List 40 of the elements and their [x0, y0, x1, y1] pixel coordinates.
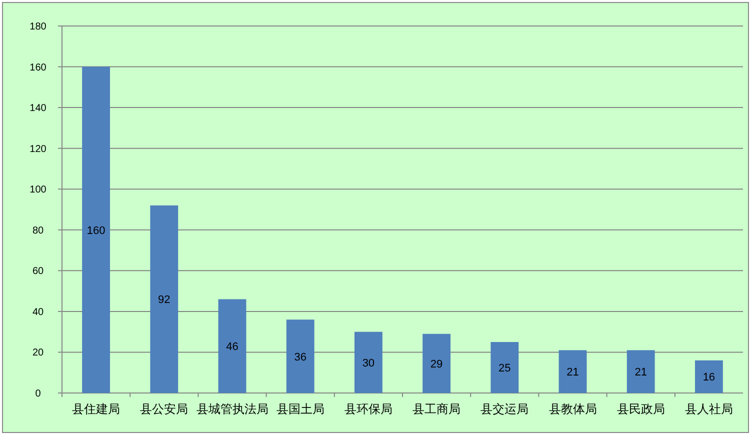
x-tick-label: 县住建局 [72, 402, 120, 416]
bar [694, 360, 723, 393]
bar [422, 334, 451, 393]
bar [558, 350, 587, 393]
bar [490, 342, 519, 393]
data-label: 160 [86, 224, 106, 237]
y-tick-label: 120 [30, 144, 47, 155]
data-label: 92 [158, 294, 170, 306]
bar [218, 299, 246, 393]
y-tick-label: 40 [32, 306, 44, 318]
y-tick-label: 100 [30, 184, 47, 196]
y-tick-label: 20 [32, 348, 44, 359]
x-tick-label: 县工商局 [412, 402, 461, 416]
data-label: 21 [566, 366, 579, 379]
data-label: 46 [226, 341, 238, 354]
x-tick-label: 县交运局 [480, 402, 529, 416]
x-tick-label: 县公安局 [140, 402, 188, 416]
x-tick-label: 县环保局 [344, 402, 392, 416]
data-label: 25 [498, 362, 511, 375]
y-tick-label: 0 [35, 388, 42, 400]
x-tick-label: 县教体局 [548, 402, 597, 416]
bar [626, 350, 655, 393]
y-tick-label: 80 [32, 225, 44, 236]
bar [150, 205, 178, 393]
data-label: 36 [294, 351, 306, 364]
data-label: 21 [634, 366, 647, 379]
y-tick-label: 140 [30, 103, 47, 114]
bar [82, 66, 110, 393]
x-tick-label: 县民政局 [616, 402, 665, 416]
data-label: 29 [430, 358, 443, 370]
y-tick-label: 180 [30, 22, 47, 32]
bar [354, 332, 382, 393]
y-tick-label: 160 [30, 62, 47, 74]
x-tick-label: 县城管执法局 [196, 402, 268, 416]
data-label: 16 [702, 372, 716, 384]
bar [286, 320, 314, 393]
x-tick-label: 县人社局 [684, 402, 733, 416]
x-tick-label: 县国土局 [276, 402, 324, 416]
data-label: 30 [362, 357, 375, 370]
y-tick-label: 60 [32, 266, 44, 278]
